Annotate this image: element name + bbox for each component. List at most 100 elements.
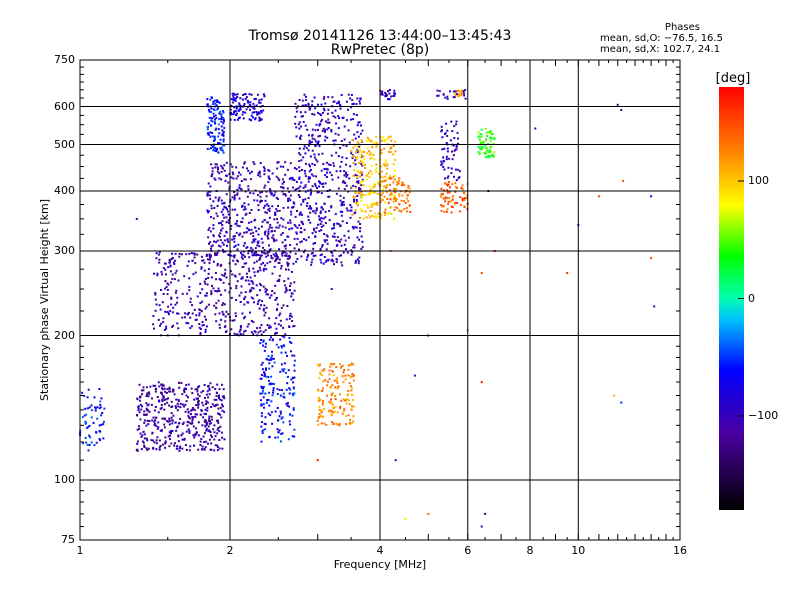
data-point [208,253,211,256]
data-point [352,195,355,198]
data-point [276,255,279,258]
data-point [318,215,321,218]
data-point [275,196,278,199]
data-point [171,311,174,314]
data-point [268,367,271,370]
data-point [311,185,314,188]
data-point [284,284,287,287]
data-point [225,310,228,313]
data-point [334,398,337,401]
data-point [352,375,355,377]
data-point [451,198,454,201]
data-point [480,525,483,528]
data-point [305,239,308,242]
data-point [453,175,455,178]
data-point [211,167,214,170]
data-point [289,244,292,246]
data-point [293,237,296,240]
data-point [264,392,267,395]
data-point [339,165,342,168]
data-point [358,191,361,194]
data-point [356,203,359,206]
data-point [145,407,148,410]
data-point [317,423,320,426]
data-point [350,422,353,425]
data-point [256,113,259,116]
data-point [340,160,343,163]
data-point [102,423,105,426]
data-point [163,423,166,426]
data-point [210,434,212,437]
data-point [275,257,278,260]
data-point [230,254,232,257]
data-point [462,191,465,194]
data-point [354,209,357,211]
data-point [381,176,384,179]
data-point [296,210,298,212]
data-point [228,291,231,294]
data-point [171,422,174,425]
data-point [262,403,265,406]
data-point [164,280,167,283]
data-point [441,193,444,196]
data-point [184,312,187,315]
data-point [325,248,328,251]
data-point [174,421,177,424]
data-point [216,239,219,242]
data-point [137,407,140,410]
data-point [159,444,162,447]
data-point [150,439,153,442]
data-point [352,246,355,249]
data-point [183,389,185,392]
data-point [313,113,316,116]
data-point [264,199,267,202]
data-point [300,159,303,162]
data-point [220,164,223,167]
data-point [234,222,237,225]
data-point [187,396,189,399]
data-point [186,420,189,423]
data-point [321,253,323,256]
data-point [232,113,235,116]
data-point [214,166,217,169]
data-point [249,311,251,314]
data-point [321,111,324,114]
data-point [193,436,196,439]
data-point [373,185,376,188]
data-point [277,205,279,207]
data-point [367,193,370,196]
data-point [304,124,307,127]
data-point [257,331,260,334]
data-point [329,164,332,166]
data-point [179,445,182,448]
data-point [480,133,483,136]
data-point [359,188,362,190]
data-point [186,292,189,295]
data-point [300,203,303,206]
data-point [179,406,182,409]
data-point [175,289,178,292]
data-point [355,187,358,190]
data-point [339,103,341,106]
data-point [343,170,346,173]
data-point [349,209,352,212]
data-point [308,177,311,180]
data-point [490,132,493,135]
data-point [199,292,202,294]
data-point [228,173,231,176]
data-point [293,435,296,438]
data-point [317,399,320,402]
data-point [243,104,245,107]
data-point [264,287,267,290]
data-point [208,419,211,422]
data-point [207,236,210,239]
data-point [250,246,253,249]
data-point [136,442,139,445]
data-point [167,435,170,438]
data-point [387,136,390,139]
data-point [193,409,196,412]
data-point [141,393,144,396]
data-point [338,422,341,425]
data-point [259,175,262,178]
data-point [326,235,329,238]
